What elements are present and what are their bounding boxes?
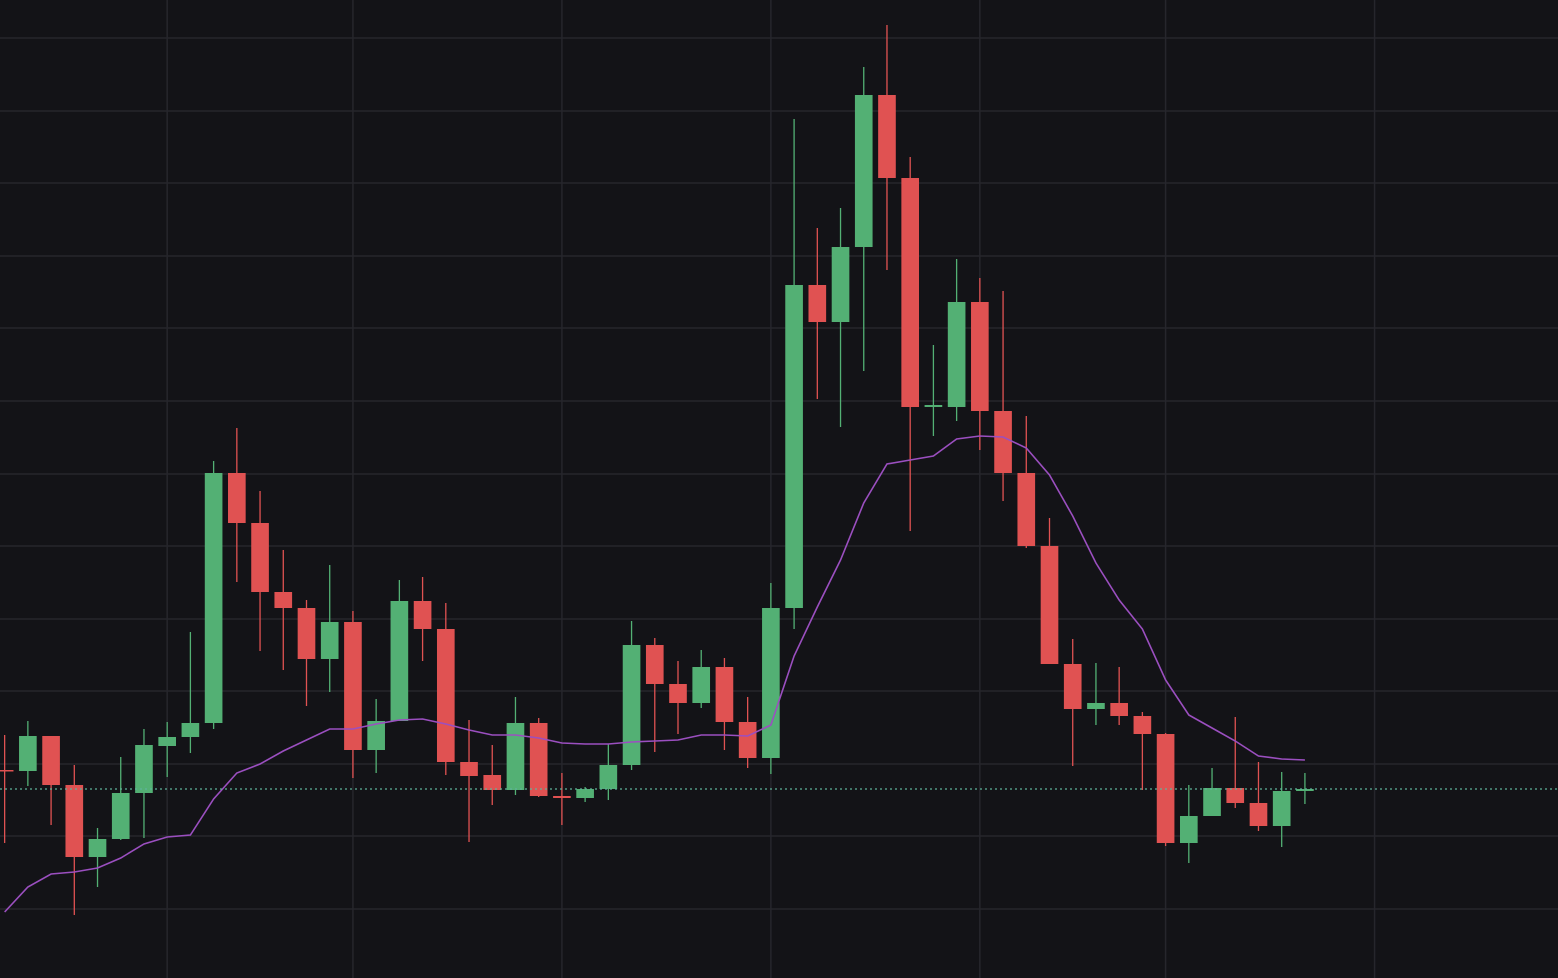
candle-body	[158, 737, 177, 746]
candle-body	[1272, 791, 1291, 826]
candle-body	[436, 629, 455, 762]
candle-body	[553, 796, 571, 798]
candle-body	[390, 601, 409, 721]
candle-body	[251, 523, 269, 592]
candle-body	[854, 95, 873, 247]
candle-body	[1133, 716, 1152, 734]
candle-body	[1110, 703, 1128, 716]
candle-body	[1226, 788, 1245, 803]
candle-body	[0, 770, 14, 772]
candle-body	[413, 601, 432, 629]
candle-body	[181, 723, 200, 737]
candle-body	[762, 608, 780, 758]
candle-body	[111, 793, 130, 839]
candle-body	[576, 789, 594, 798]
candle-body	[320, 622, 339, 659]
candle-body	[738, 722, 757, 758]
candle-body	[19, 736, 37, 771]
candle-body	[42, 736, 60, 785]
candle-body	[669, 684, 687, 703]
candle-body	[274, 592, 293, 608]
candle-body	[204, 473, 223, 723]
candle-body	[808, 285, 827, 322]
candle-body	[483, 775, 502, 790]
candle-body	[692, 667, 711, 703]
candle-body	[901, 178, 920, 407]
candle-body	[1249, 803, 1268, 826]
candle-body	[88, 839, 107, 857]
candle-body	[831, 247, 850, 322]
candle-body	[715, 667, 734, 722]
candle-body	[1296, 789, 1314, 791]
candle-body	[1063, 664, 1082, 709]
candle-body	[344, 622, 362, 750]
candle-body	[994, 411, 1012, 473]
candle-body	[367, 721, 385, 750]
candle-body	[506, 723, 525, 790]
candle-body	[297, 608, 316, 659]
candle-body	[529, 723, 548, 796]
candle-body	[135, 745, 153, 793]
candle-body	[971, 302, 989, 411]
candle-body	[65, 785, 84, 857]
candle-body	[947, 302, 966, 407]
candle-body	[228, 473, 246, 523]
candle-body	[1179, 816, 1198, 843]
candle-body	[785, 285, 803, 608]
candle-body	[460, 762, 478, 776]
candle-body	[599, 765, 618, 789]
moving-average-line	[4, 435, 1305, 913]
candle-body	[622, 645, 641, 765]
candle-body	[924, 405, 943, 407]
candle-body	[1087, 703, 1105, 709]
candle-body	[645, 645, 664, 684]
candle-body	[1017, 473, 1036, 546]
candle-body	[1203, 788, 1221, 816]
candle-body	[878, 95, 896, 178]
candle-body	[1040, 546, 1059, 664]
